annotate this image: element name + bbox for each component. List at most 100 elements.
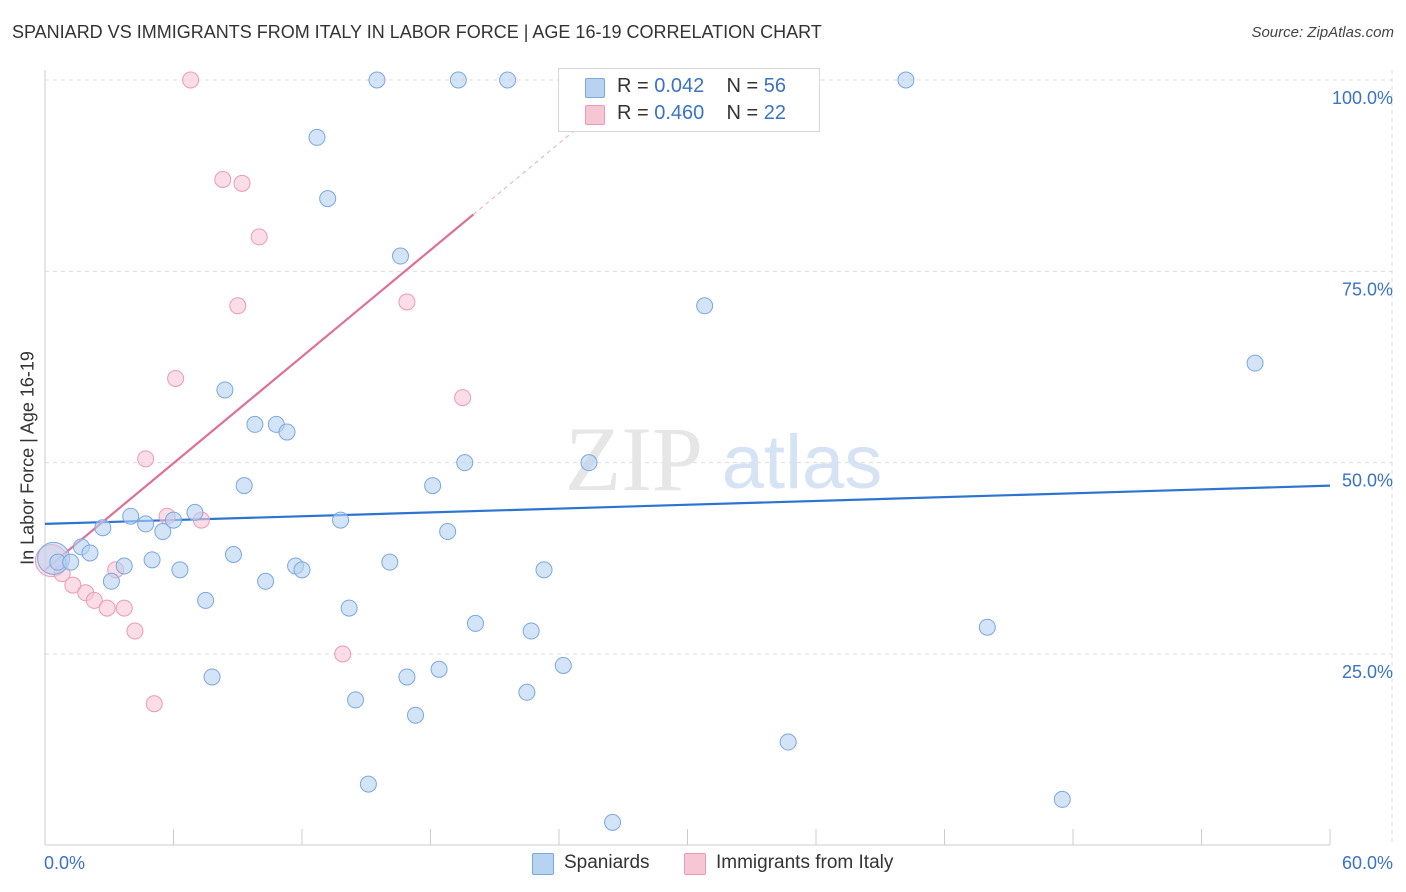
watermark-atlas: atlas	[722, 420, 883, 505]
spaniard-point	[359, 775, 377, 793]
tick-labels: 25.0% 50.0% 75.0% 100.0% 0.0% 60.0%	[44, 88, 1393, 873]
spaniard-point	[978, 618, 996, 636]
spaniard-point	[368, 71, 386, 89]
italy-point	[115, 599, 133, 617]
spaniard-point	[257, 572, 275, 590]
legend-n-label: N =	[726, 102, 764, 124]
bottom-legend-swatch-blue	[532, 853, 554, 875]
y-tick-label: 100.0%	[1332, 88, 1393, 108]
spaniard-point	[522, 622, 540, 640]
grid-lines	[45, 70, 1393, 845]
spaniard-point	[430, 660, 448, 678]
legend-r-value: 0.042	[654, 75, 705, 97]
spaniard-point	[381, 553, 399, 571]
spaniard-point	[779, 733, 797, 751]
watermark: ZIP atlas	[565, 408, 882, 510]
legend-n-value: 56	[763, 75, 787, 97]
spaniard-point	[535, 561, 553, 579]
y-tick-label: 25.0%	[1342, 662, 1393, 682]
spaniard-point	[143, 551, 161, 569]
x-tick-label: 60.0%	[1342, 853, 1393, 873]
italy-point	[334, 645, 352, 663]
bottom-legend-label: Spaniards	[564, 852, 650, 873]
x-tick-label: 0.0%	[44, 853, 85, 873]
trend-line-italy	[44, 213, 475, 571]
spaniard-point	[319, 190, 337, 208]
spaniard-point	[62, 553, 80, 571]
legend-r-value: 0.460	[654, 102, 705, 124]
spaniard-point	[340, 599, 358, 617]
trend-line-spaniards	[44, 484, 1331, 525]
spaniard-point	[137, 515, 155, 533]
spaniard-point	[197, 591, 215, 609]
italy-point	[64, 576, 82, 594]
chart-title: SPANIARD VS IMMIGRANTS FROM ITALY IN LAB…	[12, 22, 822, 42]
spaniard-point	[332, 511, 350, 529]
legend-swatch-blue	[585, 78, 605, 98]
spaniard-point	[94, 519, 112, 537]
spaniard-point	[186, 503, 204, 521]
spaniard-point	[554, 656, 572, 674]
y-tick-label: 75.0%	[1342, 279, 1393, 299]
axes	[44, 70, 1331, 846]
italy-point	[250, 228, 268, 246]
spaniard-point	[203, 668, 221, 686]
italy-point	[398, 293, 416, 311]
spaniard-point	[171, 561, 189, 579]
italy-point	[145, 695, 163, 713]
italy-point	[85, 591, 103, 609]
spaniard-point	[165, 511, 182, 529]
spaniard-point	[897, 71, 915, 89]
spaniard-point	[293, 561, 311, 579]
spaniard-point	[216, 381, 234, 399]
legend-r-label: R =	[617, 75, 655, 97]
italy-point	[126, 622, 144, 640]
italy-point	[229, 297, 247, 315]
spaniard-point	[115, 557, 133, 575]
spaniard-point	[392, 247, 410, 265]
italy-point	[454, 389, 472, 407]
legend-n-value: 22	[763, 102, 787, 124]
spaniard-point	[518, 683, 536, 701]
spaniard-point	[449, 71, 467, 89]
bottom-legend-label: Immigrants from Italy	[716, 852, 894, 873]
spaniard-point	[424, 477, 442, 495]
italy-point	[98, 599, 116, 617]
spaniard-point	[439, 523, 457, 541]
spaniard-point	[308, 128, 326, 146]
y-axis-label: In Labor Force | Age 16-19	[17, 351, 38, 565]
spaniard-point	[1246, 354, 1264, 372]
spaniard-point	[235, 477, 253, 495]
spaniard-point	[224, 546, 242, 564]
italy-point	[167, 369, 185, 387]
spaniard-point	[398, 668, 416, 686]
spaniard-point	[499, 71, 517, 89]
spaniard-point	[122, 507, 140, 525]
spaniard-point	[347, 691, 365, 709]
legend: R = 0.042 N = 56 R = 0.460 N = 22	[558, 68, 820, 132]
legend-n-label: N =	[726, 75, 764, 97]
bottom-legend-swatch-pink	[684, 853, 706, 875]
spaniard-point	[580, 454, 598, 472]
spaniard-point	[466, 614, 484, 632]
legend-r-label: R =	[617, 102, 655, 124]
y-tick-label: 50.0%	[1342, 471, 1393, 491]
spaniard-point	[407, 706, 425, 724]
spaniard-point	[278, 423, 296, 441]
spaniard-point	[1053, 790, 1071, 808]
spaniard-point	[604, 813, 622, 831]
spaniard-point	[81, 544, 99, 562]
data-points	[34, 71, 1264, 831]
legend-swatch-pink	[585, 105, 605, 125]
spaniard-point	[456, 454, 474, 472]
italy-point	[233, 174, 251, 192]
italy-point	[137, 450, 155, 468]
spaniard-point	[696, 297, 714, 315]
italy-point	[182, 71, 200, 89]
spaniard-point	[154, 523, 172, 541]
chart-source: Source: ZipAtlas.com	[1251, 24, 1394, 41]
italy-point	[214, 170, 232, 188]
spaniard-point	[246, 415, 264, 433]
spaniard-point	[102, 572, 120, 590]
